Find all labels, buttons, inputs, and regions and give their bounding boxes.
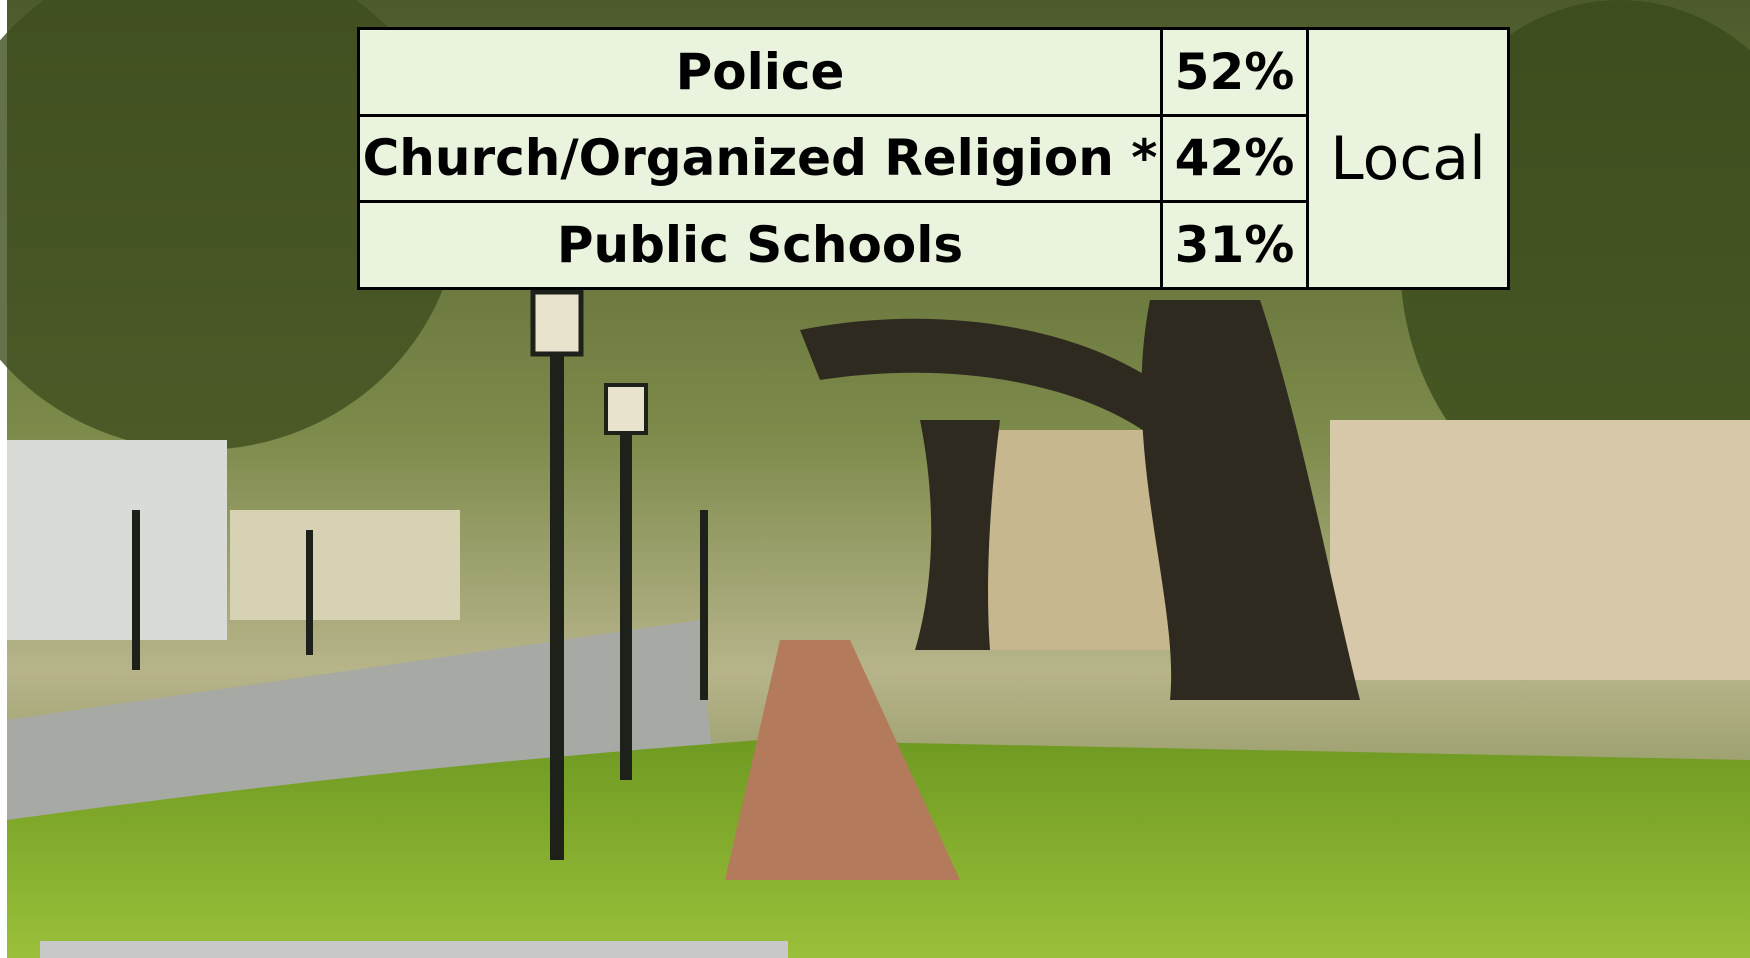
slide: Police 52% Local Church/Organized Religi… xyxy=(0,0,1750,958)
percentage: 31% xyxy=(1162,202,1308,289)
institution-name: Church/Organized Religion * xyxy=(359,115,1162,202)
trust-table: Police 52% Local Church/Organized Religi… xyxy=(357,27,1510,290)
percentage: 42% xyxy=(1162,115,1308,202)
institution-name: Public Schools xyxy=(359,202,1162,289)
percentage: 52% xyxy=(1162,29,1308,116)
institution-name: Police xyxy=(359,29,1162,116)
group-label: Local xyxy=(1308,29,1509,289)
